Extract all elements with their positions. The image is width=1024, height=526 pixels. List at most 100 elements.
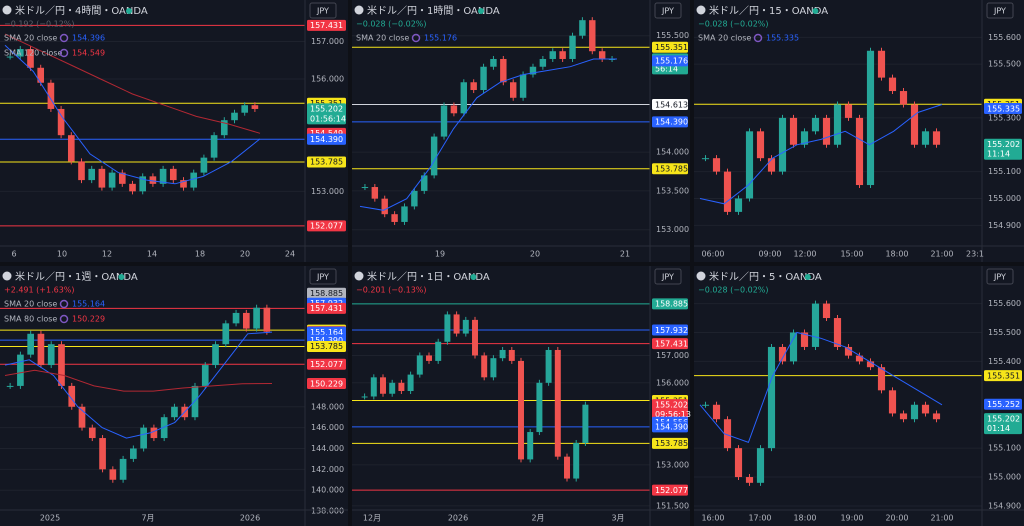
price-tag-label: 157.431 <box>310 21 343 30</box>
candle <box>529 66 537 75</box>
symbol-title[interactable]: 米ドル／円・1週・OANDA <box>15 270 138 283</box>
x-tick-label: 20 <box>240 250 250 259</box>
candle <box>140 427 147 449</box>
candle <box>57 108 65 136</box>
x-tick-label: 06:00 <box>701 250 724 259</box>
x-tick-label: 7月 <box>141 514 154 523</box>
indicator-name[interactable]: SMA 120 close <box>4 49 62 58</box>
currency-button[interactable] <box>986 2 1014 19</box>
y-tick-label: 153.500 <box>656 186 689 195</box>
price-tag <box>307 220 346 232</box>
candle <box>910 104 919 145</box>
x-tick-label: 2月 <box>531 514 544 523</box>
price-tag <box>307 378 346 390</box>
candle <box>444 314 451 342</box>
candle <box>559 51 566 59</box>
candle <box>242 312 250 329</box>
market-status <box>470 274 477 280</box>
currency-button[interactable] <box>309 268 337 285</box>
candle <box>37 333 45 366</box>
candle <box>536 382 543 433</box>
currency-button[interactable] <box>986 268 1014 285</box>
candle <box>380 377 386 394</box>
candle <box>139 176 147 192</box>
candle <box>789 332 798 362</box>
x-tick-label: 23:1 <box>966 250 984 259</box>
price-tag <box>652 399 688 421</box>
currency-label[interactable]: JPY <box>316 273 329 282</box>
candle <box>545 349 552 383</box>
candle <box>241 105 249 113</box>
price-tag <box>307 103 346 125</box>
price-tag-label: 152.077 <box>310 222 343 231</box>
currency-label[interactable]: JPY <box>993 7 1006 16</box>
y-tick-label: 155.500 <box>988 328 1021 337</box>
y-tick-label: 138.000 <box>311 507 344 516</box>
candle <box>58 344 65 386</box>
candle <box>416 355 423 375</box>
indicator-name[interactable]: SMA 20 close <box>4 300 57 309</box>
candle <box>78 406 86 428</box>
symbol-title[interactable]: 米ドル／円・15・OANDA <box>709 4 828 17</box>
candle <box>877 367 886 391</box>
candle <box>899 413 908 420</box>
plot-area <box>0 304 305 491</box>
symbol-title[interactable]: 米ドル／円・1時間・OANDA <box>367 4 500 17</box>
candle <box>391 214 398 222</box>
price-tag <box>307 340 346 352</box>
price-tag <box>984 413 1022 435</box>
currency-label[interactable]: JPY <box>661 273 674 282</box>
chart-panel: 155.600 155.500 155.400 155.100 155.000 154.9… <box>694 266 1024 526</box>
price-tag-label: 150.229 <box>310 379 343 388</box>
candle <box>800 332 809 347</box>
currency-button[interactable] <box>654 2 682 19</box>
candle <box>27 49 34 68</box>
price-tag-label: 153.785 <box>310 158 343 167</box>
price-change: −0.028 (−0.02%) <box>698 20 769 29</box>
currency-button[interactable] <box>309 2 337 19</box>
candle <box>88 427 96 439</box>
candle <box>481 355 488 378</box>
indicator-icon <box>753 33 763 43</box>
symbol-title[interactable]: 米ドル／円・1日・OANDA <box>367 270 490 283</box>
sma-line <box>359 58 617 211</box>
price-change: −0.028 (−0.02%) <box>356 20 427 29</box>
indicator-name[interactable]: SMA 20 close <box>4 34 57 43</box>
candle <box>589 20 596 52</box>
candle <box>430 136 438 176</box>
candle <box>17 354 24 386</box>
candle <box>426 355 432 361</box>
indicator-name[interactable]: SMA 80 close <box>4 315 57 324</box>
indicator-name[interactable]: SMA 20 close <box>356 34 409 43</box>
price-tag-label: 155.176 <box>655 57 688 66</box>
price-tag-label: 157.431 <box>655 339 688 348</box>
candle <box>573 442 580 479</box>
price-tag <box>652 116 688 128</box>
candle <box>518 360 524 460</box>
candle <box>381 198 388 215</box>
indicator-value: 154.396 <box>72 34 105 43</box>
candle <box>108 172 116 188</box>
y-tick-label: 153.000 <box>311 187 344 196</box>
candle <box>118 172 126 184</box>
symbol-title[interactable]: 米ドル／円・4時間・OANDA <box>15 4 148 17</box>
symbol-title[interactable]: 米ドル／円・5・OANDA <box>709 270 822 283</box>
x-tick-label: 21:00 <box>930 250 953 259</box>
currency-button[interactable] <box>654 268 682 285</box>
candle <box>159 168 167 184</box>
price-tag <box>652 99 688 111</box>
candle <box>421 175 428 191</box>
currency-label[interactable]: JPY <box>993 273 1006 282</box>
indicator-value: 150.229 <box>72 315 105 324</box>
indicator-icon <box>411 33 421 43</box>
candle <box>389 382 396 394</box>
price-change: −0.192 (−0.12%) <box>4 20 75 29</box>
candle <box>472 319 478 356</box>
y-tick-label: 154.000 <box>656 148 689 157</box>
indicator-name[interactable]: SMA 20 close <box>698 34 751 43</box>
currency-label[interactable]: JPY <box>316 7 329 16</box>
candle <box>527 432 534 460</box>
x-tick-label: 24 <box>285 250 295 259</box>
chart-panel: 148.000 146.000 144.000 142.000 140.000 138.0… <box>0 266 348 526</box>
currency-label[interactable]: JPY <box>661 7 674 16</box>
